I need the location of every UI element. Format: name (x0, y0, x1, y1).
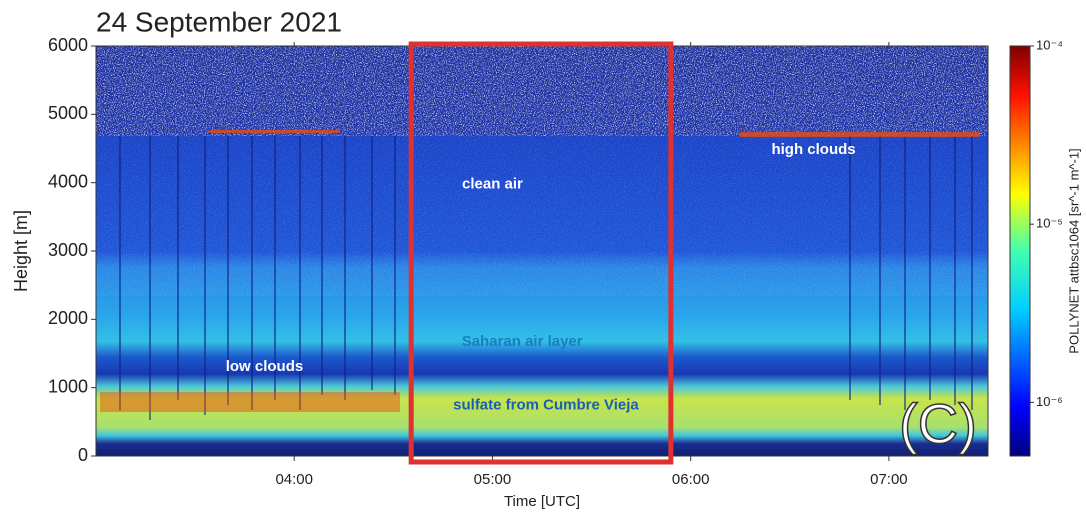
annotation: high clouds (771, 141, 855, 158)
y-tick-label: 5000 (48, 103, 88, 123)
annotation: low clouds (226, 358, 304, 375)
y-tick-label: 0 (78, 445, 88, 465)
annotation: sulfate from Cumbre Vieja (453, 396, 639, 413)
x-axis-title: Time [UTC] (504, 493, 580, 510)
x-tick-label: 04:00 (275, 471, 313, 488)
colorbar-tick-label: 10⁻⁵ (1036, 216, 1063, 231)
y-axis-title: Height [m] (11, 210, 31, 292)
x-tick-label: 06:00 (672, 471, 710, 488)
y-tick-label: 1000 (48, 376, 88, 396)
colorbar-title: POLLYNET attbsc1064 [sr^-1 m^-1] (1066, 148, 1081, 353)
x-tick-label: 05:00 (474, 471, 512, 488)
colorbar-tick-label: 10⁻⁶ (1036, 394, 1063, 409)
backscatter-image (96, 46, 988, 456)
highlight-box (408, 41, 674, 465)
colorbar (1009, 45, 1031, 457)
x-tick-label: 07:00 (870, 471, 908, 488)
annotation: Saharan air layer (462, 333, 583, 350)
y-tick-label: 2000 (48, 308, 88, 328)
y-tick-label: 4000 (48, 171, 88, 191)
y-tick-label: 3000 (48, 240, 88, 260)
panel-label: (C) (899, 392, 977, 455)
annotation: clean air (462, 176, 523, 193)
chart-title: 24 September 2021 (96, 6, 342, 37)
y-tick-label: 6000 (48, 35, 88, 55)
colorbar-tick-label: 10⁻⁴ (1036, 37, 1063, 52)
